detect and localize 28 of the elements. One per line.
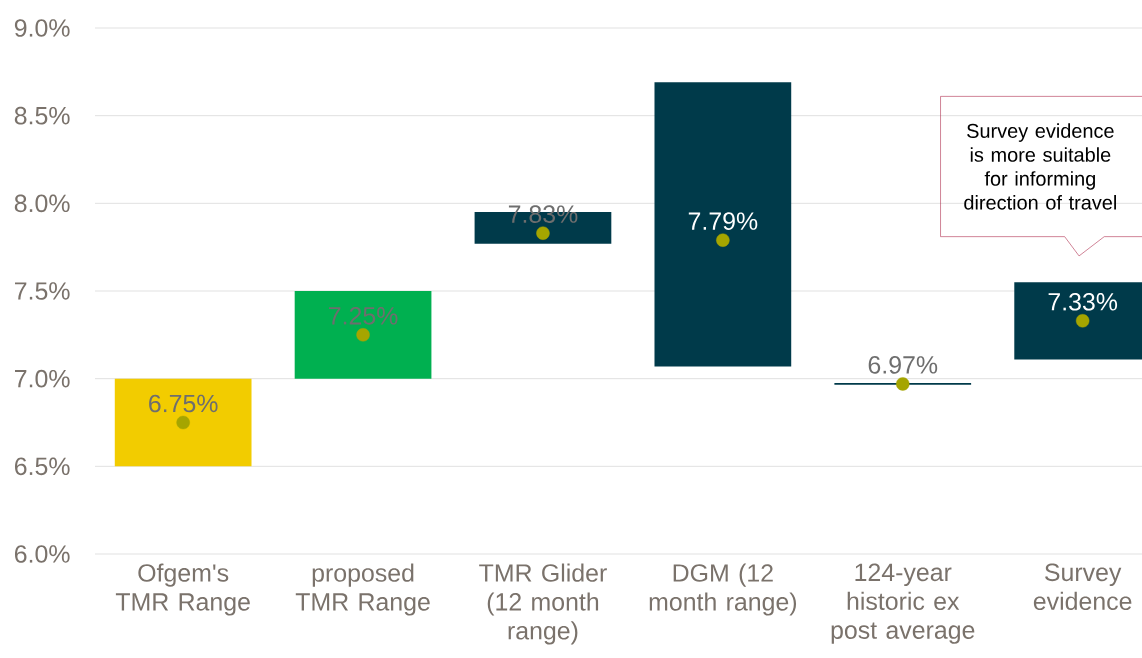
point bbox=[896, 377, 910, 391]
point bbox=[1075, 314, 1090, 328]
data-label: 7.25% bbox=[329, 307, 398, 325]
data-label: 6.97% bbox=[868, 356, 938, 374]
y-tick-label: 8.0% bbox=[14, 194, 70, 213]
bar bbox=[114, 378, 252, 467]
y-tick-label: 6.0% bbox=[14, 545, 70, 563]
point bbox=[356, 328, 370, 342]
point bbox=[176, 415, 190, 430]
x-tick-label: proposed TMR Range bbox=[295, 563, 430, 616]
x-tick-label: 124-year historic ex post average bbox=[831, 563, 975, 644]
bar bbox=[294, 291, 432, 379]
x-tick-label: DGM (12 month range) bbox=[649, 563, 797, 616]
data-label: 6.75% bbox=[149, 394, 218, 413]
point bbox=[536, 226, 550, 240]
data-label: 7.33% bbox=[1048, 292, 1118, 311]
bar bbox=[654, 82, 792, 367]
x-tick-label: Survey evidence bbox=[1033, 563, 1132, 611]
x-tick-label: TMR Glider (12 month range) bbox=[479, 563, 607, 645]
x-tick-label: Ofgem's TMR Range bbox=[115, 563, 250, 616]
y-tick-label: 7.5% bbox=[15, 282, 70, 300]
y-tick-label: 6.5% bbox=[14, 457, 70, 476]
y-tick-label: 9.0% bbox=[14, 19, 70, 37]
y-tick-label: 7.0% bbox=[15, 369, 70, 388]
y-tick-label: 8.5% bbox=[14, 106, 70, 125]
point bbox=[716, 233, 730, 247]
data-label: 7.79% bbox=[688, 212, 758, 230]
annotation: Survey evidence is more suitable for informing direction of travel bbox=[964, 123, 1116, 210]
